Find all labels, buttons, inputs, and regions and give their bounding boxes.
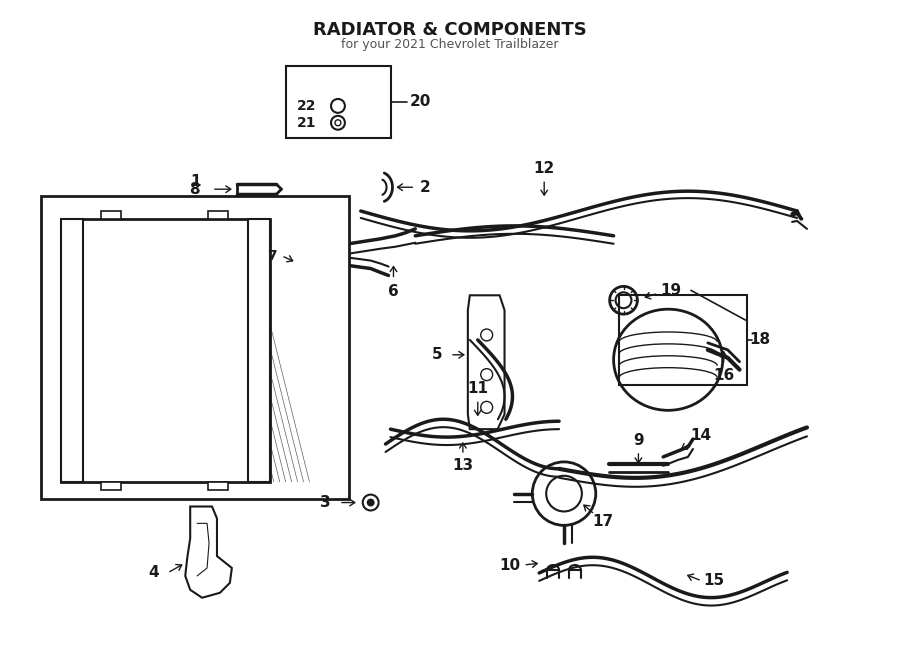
Text: RADIATOR & COMPONENTS: RADIATOR & COMPONENTS (313, 20, 587, 38)
Bar (61, 219, 269, 482)
Text: 8: 8 (189, 182, 200, 197)
Text: 2: 2 (419, 180, 430, 195)
Bar (208, 482, 228, 490)
Text: 6: 6 (388, 284, 399, 299)
Bar (41, 196, 349, 498)
Text: 3: 3 (320, 495, 330, 510)
Text: 15: 15 (703, 573, 724, 588)
Text: 14: 14 (690, 428, 711, 443)
Text: 5: 5 (432, 347, 443, 362)
Text: 10: 10 (499, 557, 520, 572)
Text: 11: 11 (467, 381, 489, 396)
Bar (208, 211, 228, 219)
Text: 4: 4 (148, 565, 158, 580)
Text: 13: 13 (453, 458, 473, 473)
Bar (286, 66, 391, 137)
Bar (101, 211, 121, 219)
Text: for your 2021 Chevrolet Trailblazer: for your 2021 Chevrolet Trailblazer (341, 38, 559, 52)
Text: 12: 12 (534, 161, 554, 176)
Bar (101, 482, 121, 490)
Text: 18: 18 (749, 332, 770, 348)
Text: 17: 17 (592, 514, 613, 529)
Text: 7: 7 (266, 249, 276, 262)
Text: 16: 16 (713, 368, 734, 383)
Text: 9: 9 (633, 432, 643, 447)
Text: 22: 22 (296, 99, 316, 113)
Bar (618, 295, 748, 385)
Text: 1: 1 (190, 174, 201, 189)
Text: 21: 21 (296, 116, 316, 130)
Text: 19: 19 (661, 283, 681, 298)
Text: 20: 20 (410, 95, 431, 110)
Bar (61, 219, 83, 482)
Circle shape (366, 498, 374, 506)
Bar (248, 219, 269, 482)
